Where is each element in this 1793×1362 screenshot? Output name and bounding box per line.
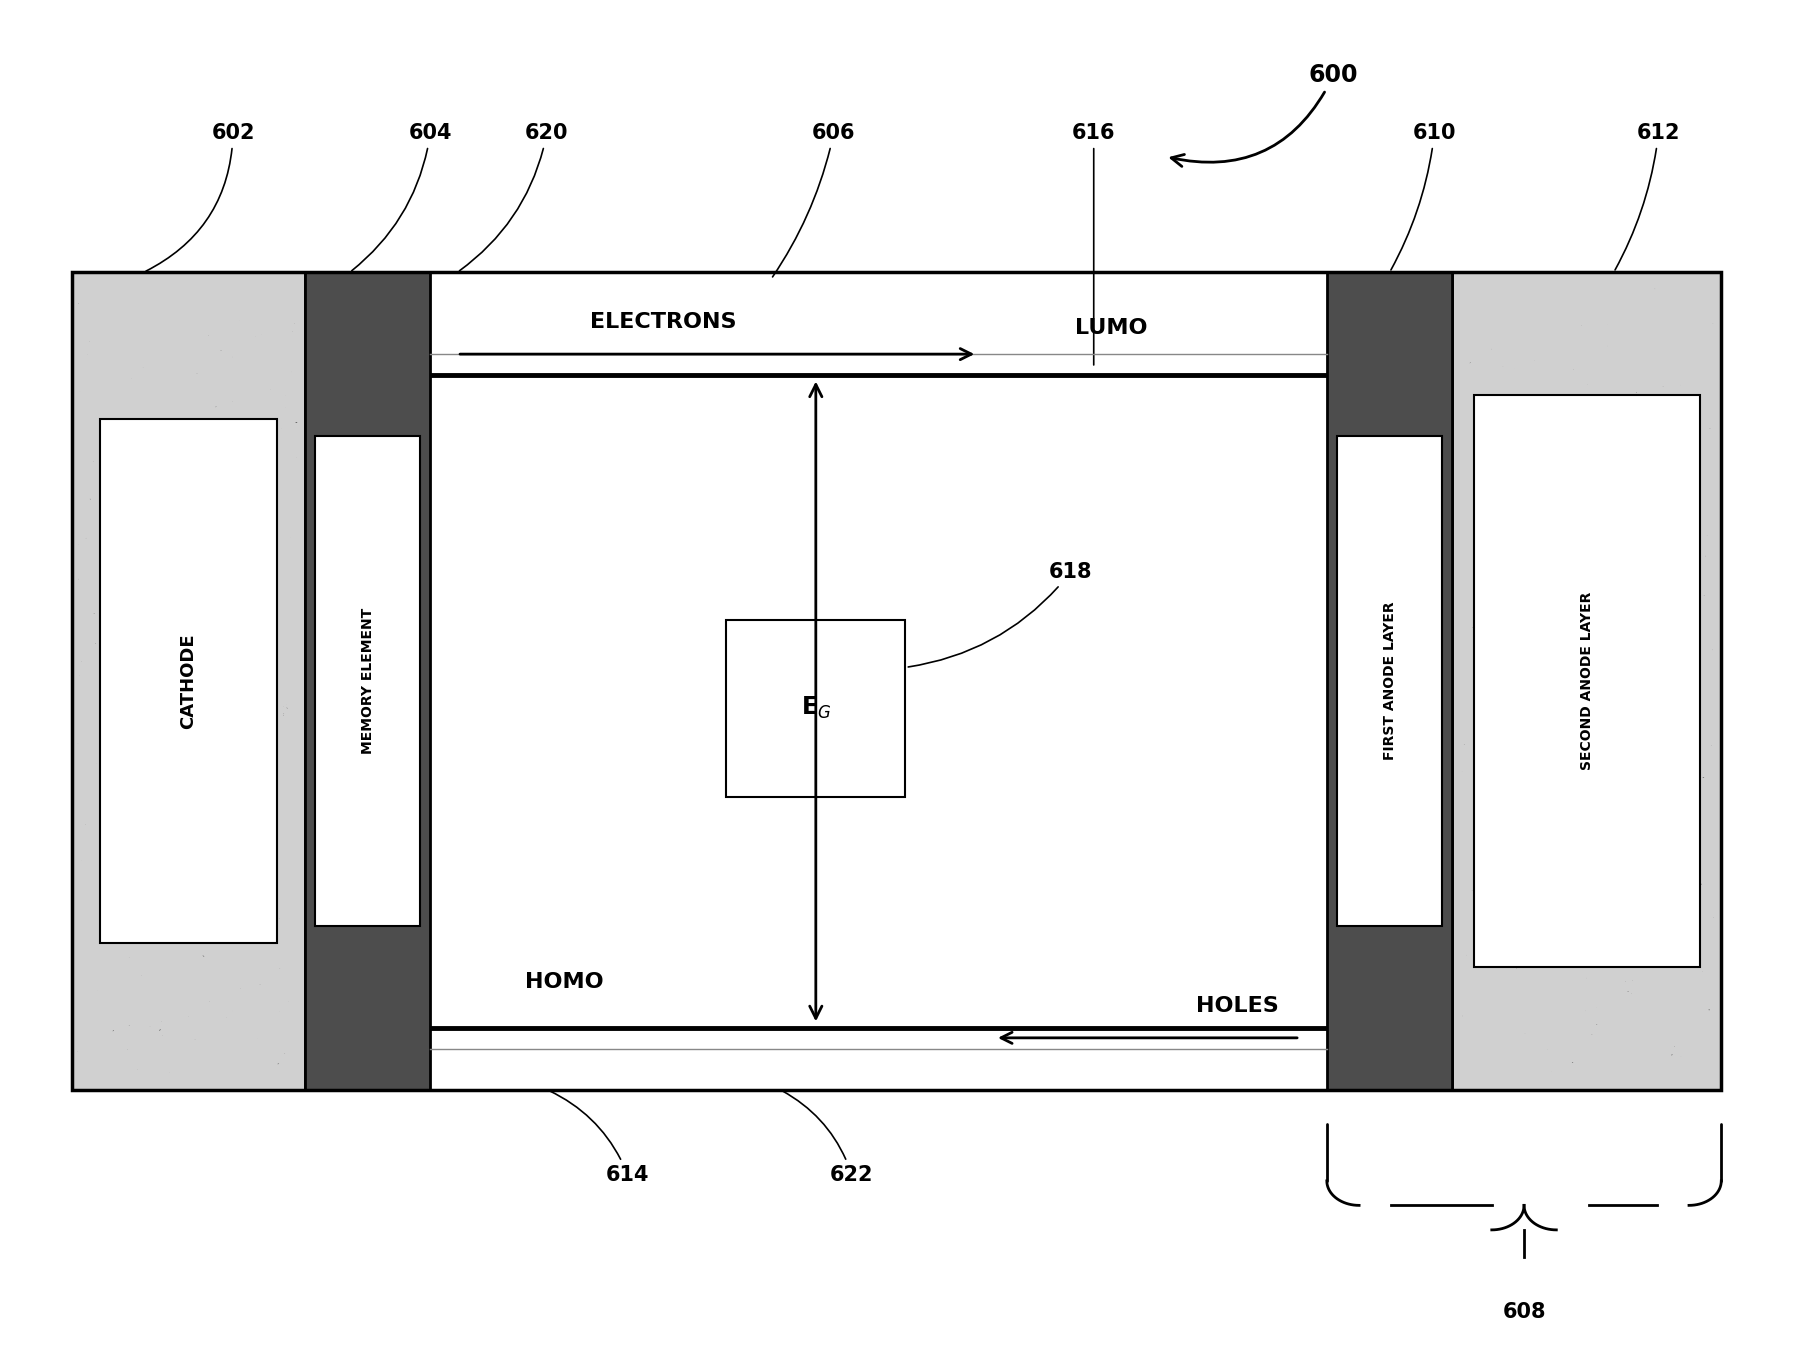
Bar (430, 272, 1327, 1090)
Text: 620: 620 (459, 123, 568, 271)
Text: 618: 618 (909, 563, 1092, 667)
Text: 608: 608 (1503, 1302, 1546, 1321)
Text: 606: 606 (773, 123, 855, 276)
Text: 602: 602 (145, 123, 255, 271)
Text: E$_G$: E$_G$ (801, 695, 830, 722)
Bar (1327, 272, 1452, 1090)
Text: 612: 612 (1615, 123, 1680, 270)
Bar (726, 620, 905, 797)
Bar (100, 419, 276, 943)
Text: 614: 614 (549, 1091, 649, 1185)
Text: CATHODE: CATHODE (179, 633, 197, 729)
Bar (316, 436, 420, 926)
Text: 616: 616 (1072, 123, 1115, 365)
Text: 600: 600 (1171, 63, 1359, 166)
Bar (305, 272, 430, 1090)
Bar (1474, 395, 1700, 967)
Text: ELECTRONS: ELECTRONS (590, 312, 737, 332)
Text: HOLES: HOLES (1196, 996, 1278, 1016)
Text: MEMORY ELEMENT: MEMORY ELEMENT (360, 607, 375, 755)
Text: 604: 604 (351, 123, 452, 271)
Bar (1338, 436, 1442, 926)
Text: HOMO: HOMO (525, 971, 604, 992)
Text: FIRST ANODE LAYER: FIRST ANODE LAYER (1382, 602, 1397, 760)
Text: LUMO: LUMO (1076, 317, 1148, 338)
Text: SECOND ANODE LAYER: SECOND ANODE LAYER (1580, 592, 1594, 770)
Text: 610: 610 (1391, 123, 1456, 270)
Text: 622: 622 (782, 1091, 873, 1185)
Bar (72, 272, 1721, 1090)
Bar (72, 272, 305, 1090)
Bar (1452, 272, 1721, 1090)
